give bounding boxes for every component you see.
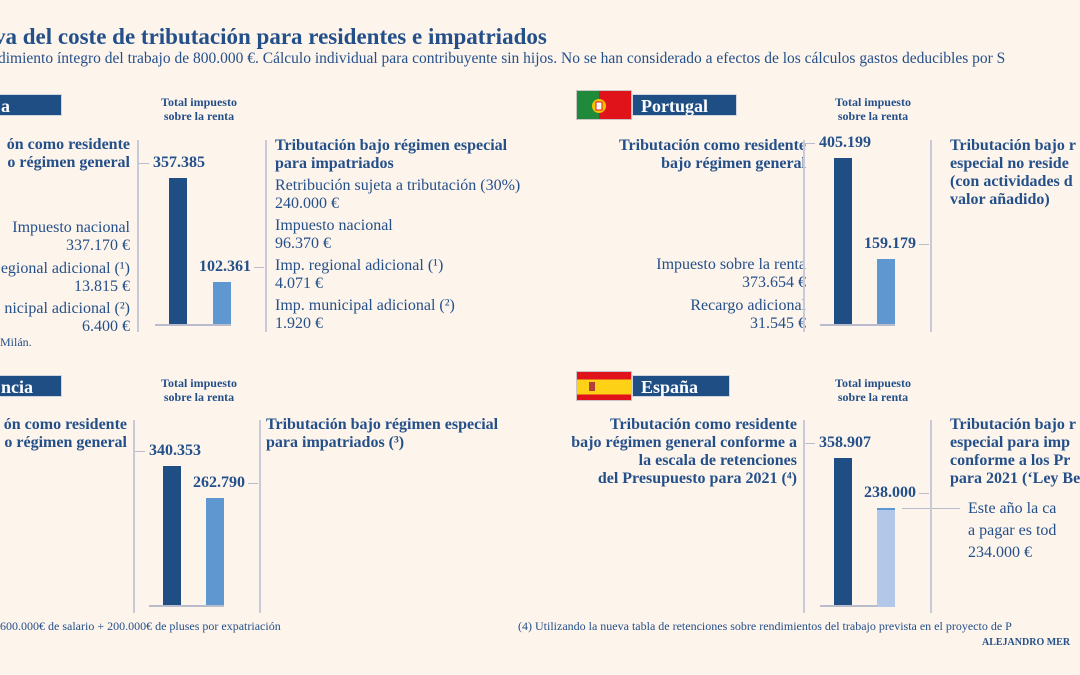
spain-resident-bar bbox=[834, 458, 852, 605]
spain-special-value: 238.000 bbox=[864, 483, 916, 501]
portugal-special-bar bbox=[877, 258, 895, 324]
portugal-header: Portugal bbox=[632, 94, 737, 116]
italy-total-label: Total impuesto sobre la renta bbox=[161, 95, 237, 123]
spain-baseline bbox=[820, 605, 895, 607]
portugal-right-divider bbox=[930, 140, 932, 332]
portugal-income-tax: Impuesto sobre la renta 373.654 € bbox=[656, 256, 806, 291]
spain-right-divider bbox=[930, 420, 932, 613]
italy-right-divider bbox=[265, 140, 267, 332]
portugal-left-divider bbox=[803, 140, 805, 332]
france-special-tick bbox=[248, 482, 258, 484]
portugal-resident-bar bbox=[834, 158, 852, 324]
france-resident-title: ón como residente o régimen general bbox=[3, 416, 127, 451]
spain-resident-title: Tributación como residente bajo régimen g… bbox=[571, 416, 797, 487]
footnote-salary: 600.000€ de salario + 200.000€ de pluses… bbox=[0, 619, 281, 633]
italy-special-regime: Tributación bajo régimen especial para im… bbox=[275, 137, 521, 332]
italy-regional-tax: egional adicional (¹) 13.815 € bbox=[0, 260, 130, 295]
france-baseline bbox=[149, 605, 224, 607]
france-resident-tick bbox=[135, 450, 145, 452]
spain-special-regime: Tributación bajo r especial para imp confo… bbox=[950, 416, 1080, 487]
spain-special-tick bbox=[919, 492, 929, 494]
spain-resident-tick bbox=[805, 443, 815, 445]
spain-header: España bbox=[632, 375, 730, 397]
italy-resident-tick bbox=[139, 162, 149, 164]
spain-resident-value: 358.907 bbox=[819, 434, 871, 452]
france-resident-value: 340.353 bbox=[149, 441, 201, 459]
chart-subtitle: dimiento íntegro del trabajo de 800.000 … bbox=[0, 50, 1006, 67]
credit: ALEJANDRO MER bbox=[982, 637, 1071, 648]
italy-resident-bar bbox=[169, 177, 187, 324]
spain-special-bar bbox=[877, 507, 895, 607]
france-right-divider bbox=[259, 420, 261, 613]
chart-title: va del coste de tributación para residen… bbox=[0, 24, 547, 49]
france-left-divider bbox=[133, 420, 135, 613]
france-resident-bar bbox=[163, 465, 181, 605]
italy-special-bar bbox=[213, 282, 231, 324]
portugal-special-regime: Tributación bajo r especial no reside (con… bbox=[950, 137, 1076, 208]
italy-special-value: 102.361 bbox=[199, 258, 251, 276]
portugal-baseline bbox=[820, 324, 895, 326]
portugal-resident-value: 405.199 bbox=[819, 134, 871, 152]
france-header: ncia bbox=[0, 375, 62, 397]
italy-municipal-tax: nicipal adicional (²) 6.400 € bbox=[4, 300, 130, 335]
portugal-total-label: Total impuesto sobre la renta bbox=[835, 95, 911, 123]
footnote-4: (4) Utilizando la nueva tabla de retenci… bbox=[518, 619, 1012, 633]
italy-resident-value: 357.385 bbox=[153, 153, 205, 171]
italy-special-tick bbox=[254, 267, 264, 269]
portugal-resident-title: Tributación como residente bajo régimen g… bbox=[619, 137, 806, 172]
portugal-special-value: 159.179 bbox=[864, 234, 916, 252]
portugal-special-tick bbox=[919, 243, 929, 245]
italy-header: a bbox=[0, 94, 62, 116]
france-special-regime: Tributación bajo régimen especial para im… bbox=[266, 416, 499, 451]
france-special-bar bbox=[206, 497, 224, 605]
france-total-label: Total impuesto sobre la renta bbox=[161, 376, 237, 404]
italy-baseline bbox=[155, 324, 231, 326]
spain-total-label: Total impuesto sobre la renta bbox=[835, 376, 911, 404]
portugal-surcharge: Recargo adicional 31.545 € bbox=[690, 297, 806, 332]
spain-flag-icon bbox=[576, 371, 632, 401]
italy-left-divider bbox=[137, 140, 139, 332]
france-special-value: 262.790 bbox=[193, 473, 245, 491]
italy-note: Milán. bbox=[0, 335, 32, 349]
portugal-resident-tick bbox=[805, 143, 815, 145]
portugal-flag-icon bbox=[576, 90, 632, 120]
italy-national-tax: Impuesto nacional 337.170 € bbox=[12, 219, 130, 254]
italy-resident-title: ón como residente o régimen general bbox=[6, 136, 130, 171]
spain-callout: Este año la ca a pagar es tod 234.000 € bbox=[968, 500, 1057, 561]
spain-left-divider bbox=[803, 420, 805, 613]
